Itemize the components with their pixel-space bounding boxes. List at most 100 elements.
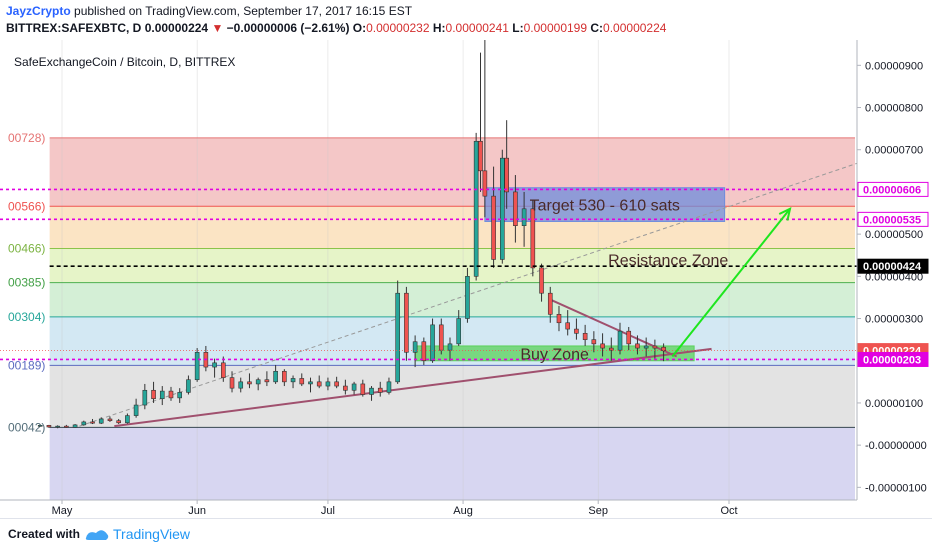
price-tick-label: 0.00000900 — [865, 60, 923, 72]
fib-label: 00042) — [8, 420, 45, 434]
candle-up — [412, 341, 418, 353]
created-with-text: Created with — [8, 527, 81, 541]
candle-down — [547, 292, 553, 315]
price-tag-box — [857, 211, 929, 227]
candle-up — [325, 381, 331, 387]
candle-down — [421, 341, 427, 362]
price-tick-label: 0.00000400 — [865, 271, 923, 283]
candle-down — [64, 425, 69, 428]
candle-up — [194, 351, 200, 381]
publish-line: JayzCrypto published on TradingView.com,… — [6, 4, 412, 18]
candle-up — [473, 140, 479, 277]
candle-up — [37, 425, 43, 427]
open-label: O: — [352, 21, 367, 35]
footer: Created with TradingView — [0, 518, 932, 551]
candle-down — [116, 420, 121, 424]
candle-down — [608, 347, 614, 351]
candle-down — [565, 322, 570, 330]
fib-label: 00304) — [8, 310, 45, 324]
price-tag-label: 0.00000606 — [863, 184, 921, 196]
price-tag-label: 0.00000203 — [863, 354, 921, 366]
candle-up — [55, 425, 60, 428]
price-change: −0.00000006 (−2.61%) — [226, 21, 350, 35]
candle-down — [513, 191, 518, 226]
fib-bands — [49, 137, 856, 515]
price-tag-label: 0.00000535 — [863, 214, 921, 226]
symbol-label: BITTREX:SAFEXBTC, D — [6, 21, 142, 35]
grid-lines — [61, 40, 730, 500]
high-value: 0.00000241 — [445, 21, 509, 35]
candle-down — [247, 381, 252, 385]
candle-up — [238, 381, 244, 389]
candle-up — [290, 378, 296, 383]
buy-zone-label: Buy Zone — [520, 346, 589, 363]
time-axis[interactable]: May Jun Jul Aug Sep Oct — [52, 500, 738, 517]
candle-up — [81, 421, 87, 426]
chart-title: SafeExchangeCoin / Bitcoin, D, BITTREX — [14, 55, 235, 69]
candle-down — [482, 170, 488, 197]
candle-up — [125, 415, 130, 424]
fib-label: 00189) — [8, 358, 45, 372]
candle-down — [404, 292, 409, 353]
price-tick-label: 0.00000300 — [865, 314, 923, 326]
candle-down — [343, 385, 348, 391]
candle-up — [351, 383, 357, 391]
time-tick-label: May — [52, 505, 73, 517]
price-tick-label: 0.00000500 — [865, 229, 923, 241]
time-tick-label: Jul — [321, 505, 335, 517]
price-tick-label: 0.00000800 — [865, 103, 923, 115]
price-axis[interactable]: 0.00000900 0.00000800 0.00000700 0.00000500… — [857, 60, 927, 494]
candles — [37, 40, 666, 429]
price-tick-label: -0.00000000 — [865, 440, 927, 452]
tradingview-brand[interactable]: TradingView — [113, 526, 191, 542]
low-value: 0.00000199 — [523, 21, 588, 35]
candle-down — [600, 343, 605, 349]
price-tags: 0.000006060.000005350.000004240.00000224… — [857, 181, 929, 367]
price-tick-label: -0.00000100 — [865, 482, 927, 494]
fib-label: 00466) — [8, 241, 45, 255]
time-tick-label: Oct — [720, 505, 737, 517]
fib-label: 00728) — [8, 131, 45, 145]
candle-up — [395, 292, 400, 383]
candle-down — [264, 379, 270, 383]
price-tag-box — [857, 181, 929, 197]
trendline-channel — [79, 161, 860, 427]
candle-down — [530, 208, 536, 269]
candle-up — [643, 345, 649, 349]
candle-up — [386, 381, 392, 393]
ohlc-line: BITTREX:SAFEXBTC, D 0.00000224 ▼ −0.0000… — [6, 21, 666, 35]
candle-up — [212, 362, 217, 368]
candle-down — [591, 339, 597, 345]
candle-up — [430, 324, 435, 362]
close-value: 0.00000224 — [603, 21, 667, 35]
candle-down — [652, 345, 658, 349]
horizontal-levels — [0, 188, 857, 361]
candle-up — [447, 343, 453, 351]
price-tick-label: 0.00000100 — [865, 398, 923, 410]
chart-area[interactable]: 00728) 00566) 00466) 00385) 00304) 00189) 0004… — [0, 40, 932, 518]
candle-up — [159, 390, 165, 400]
candle-down — [282, 370, 287, 383]
fib-band — [49, 427, 856, 507]
price-chart-svg[interactable]: 00728) 00566) 00466) 00385) 00304) 00189) 0004… — [0, 40, 932, 518]
open-value: 0.00000232 — [366, 21, 430, 35]
target-zone-label: Target 530 - 610 sats — [530, 198, 680, 215]
candle-down — [168, 390, 174, 399]
trendline-support — [114, 347, 712, 428]
author-link[interactable]: JayzCrypto — [6, 4, 71, 18]
published-text: published on TradingView.com, September … — [74, 4, 413, 18]
low-label: L: — [512, 21, 524, 35]
candle-down — [504, 157, 509, 193]
time-tick-label: Aug — [453, 505, 473, 517]
candle-down — [90, 421, 95, 424]
candle-up — [369, 387, 374, 395]
fib-band — [49, 137, 856, 207]
candle-down — [635, 343, 640, 349]
candle-down — [626, 330, 632, 345]
high-label: H: — [432, 21, 446, 35]
candle-up — [308, 381, 313, 385]
candle-up — [98, 418, 104, 424]
candle-up — [500, 157, 505, 260]
candle-down — [46, 425, 52, 428]
candle-down — [360, 383, 366, 395]
